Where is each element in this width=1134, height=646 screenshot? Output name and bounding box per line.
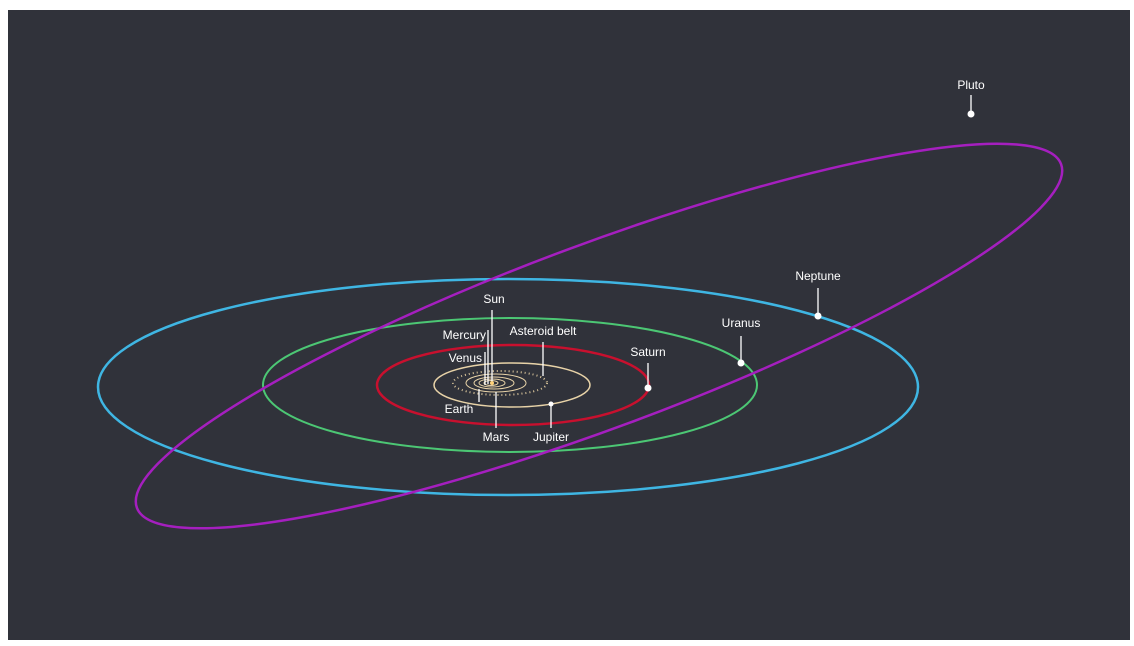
label: Pluto (957, 78, 985, 92)
sun-dot (490, 381, 494, 385)
solar-system-diagram: Pluto Neptune Uranus Saturn Jupiter Aste… (0, 0, 1134, 646)
neptune-dot (815, 313, 822, 320)
label: Neptune (795, 269, 841, 283)
saturn-dot (645, 385, 652, 392)
label: Sun (483, 292, 504, 306)
label: Venus (449, 351, 482, 365)
label: Saturn (630, 345, 665, 359)
pluto-dot (968, 111, 975, 118)
label: Jupiter (533, 430, 569, 444)
uranus-dot (738, 360, 745, 367)
label: Mars (483, 430, 510, 444)
jupiter-dot (549, 402, 554, 407)
label: Uranus (722, 316, 761, 330)
label: Mercury (443, 328, 486, 342)
label: Asteroid belt (510, 324, 577, 338)
label: Earth (445, 402, 474, 416)
